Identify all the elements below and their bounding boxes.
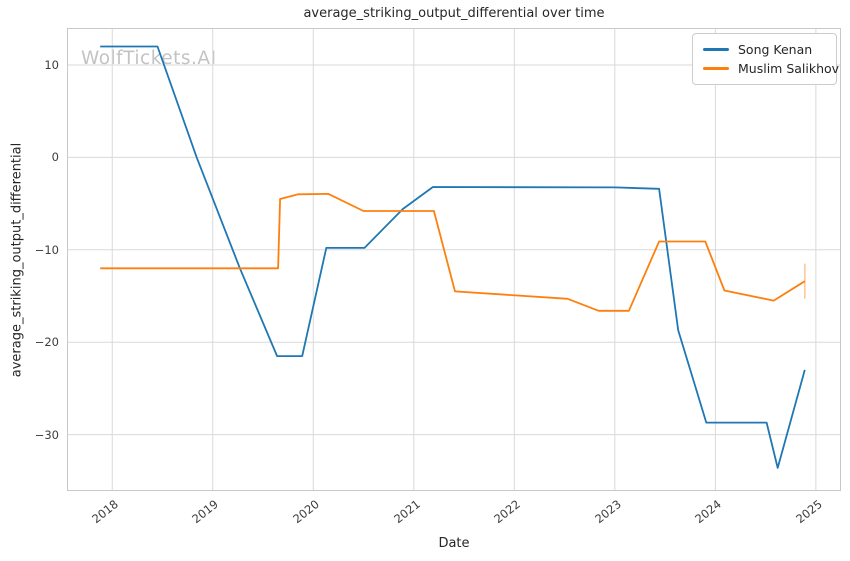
chart-title: average_striking_output_differential ove…	[303, 6, 605, 21]
x-axis-label: Date	[438, 536, 470, 551]
plot-border	[67, 28, 841, 491]
watermark: WolfTickets.AI	[81, 48, 217, 69]
legend-line-icon	[703, 67, 729, 70]
y-tick-label: 10	[44, 57, 59, 72]
y-tick-label: −10	[34, 242, 59, 257]
legend-line-icon	[703, 48, 729, 51]
legend-item-song-kenan: Song Kenan	[703, 40, 828, 59]
legend-label: Song Kenan	[738, 42, 813, 57]
series-line-song-kenan	[100, 45, 806, 469]
y-tick-label: −20	[34, 335, 59, 350]
y-tick-label: 0	[51, 150, 59, 165]
legend: Song Kenan Muslim Salikhov	[692, 33, 839, 85]
legend-item-muslim-salikhov: Muslim Salikhov	[703, 59, 839, 78]
legend-label: Muslim Salikhov	[738, 61, 840, 76]
series-line-muslim-salikhov	[100, 193, 806, 312]
y-tick-label: −30	[34, 427, 59, 442]
